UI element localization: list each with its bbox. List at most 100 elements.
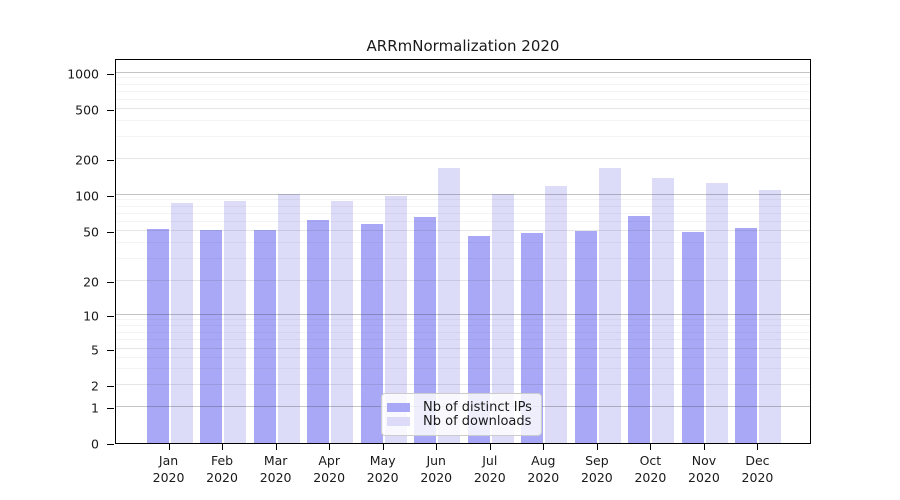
bar-distinct-ips [521,233,544,443]
gridline [116,280,810,281]
bar-distinct-ips [253,230,276,443]
x-tick-label: Nov 2020 [688,453,720,485]
x-tick-mark [543,444,545,450]
y-tick-mark [107,109,114,111]
gridline [116,368,810,370]
y-tick-mark [107,315,114,317]
plot-area: Nb of distinct IPs Nb of downloads [115,59,811,444]
gridline [116,384,810,385]
gridline [116,230,810,231]
y-tick-label: 1000 [67,66,99,82]
gridline [116,319,810,321]
legend-item-distinct-ips: Nb of distinct IPs [387,400,532,415]
x-tick-mark [703,444,705,450]
gridline [116,72,810,73]
x-tick-mark [275,444,277,450]
y-tick-mark [107,73,114,75]
bar-distinct-ips [146,229,169,443]
y-tick-mark [107,385,114,387]
x-tick-label: Aug 2020 [527,453,560,485]
gridline [116,220,810,222]
gridline [116,158,810,159]
y-tick-label: 200 [75,152,99,168]
y-tick-mark [107,281,114,283]
gridline [116,194,810,195]
y-tick-label: 2 [91,378,99,394]
x-tick-mark [329,444,331,450]
bar-downloads [170,203,193,443]
bar-downloads [491,193,514,443]
x-tick-mark [489,444,491,450]
legend-label: Nb of downloads [423,414,532,430]
x-tick-label: Jun 2020 [420,453,453,485]
y-tick-label: 5 [91,342,99,358]
legend-label: Nb of distinct IPs [423,399,532,415]
x-tick-label: Mar 2020 [259,453,292,485]
x-tick-label: Dec 2020 [741,453,774,485]
bar-distinct-ips [307,219,330,443]
bar-downloads [545,186,568,443]
x-tick-label: Oct 2020 [634,453,667,485]
legend: Nb of distinct IPs Nb of downloads [381,393,542,436]
x-tick-mark [650,444,652,450]
bar-distinct-ips [200,230,223,443]
bar-downloads [384,195,407,443]
gridline [116,83,810,85]
y-tick-label: 500 [75,102,99,118]
y-tick-mark [107,349,114,351]
gridline [116,90,810,92]
gridline [116,212,810,214]
bar-distinct-ips [360,224,383,443]
gridline [116,242,810,244]
x-tick-label: Jan 2020 [152,453,185,485]
y-tick-mark [107,231,114,233]
x-tick-label: Jul 2020 [473,453,506,485]
bar-distinct-ips [467,235,490,443]
y-tick-mark [107,407,114,409]
y-tick-label: 1 [91,400,99,416]
x-tick-mark [222,444,224,450]
x-tick-mark [757,444,759,450]
gridline [116,324,810,326]
gridline [116,108,810,109]
bar-distinct-ips [628,215,651,443]
y-tick-mark [107,159,114,161]
bar-downloads [438,168,461,443]
x-tick-mark [382,444,384,450]
gridline [116,77,810,79]
chart-title: ARRmNormalization 2020 [366,37,560,55]
legend-swatch-distinct-ips-icon [387,402,410,412]
legend-swatch-downloads-icon [387,417,410,427]
gridline [116,199,810,201]
gridline [116,135,810,137]
y-tick-mark [107,195,114,197]
bar-downloads [652,178,675,443]
bar-distinct-ips [735,228,758,443]
y-tick-label: 10 [83,308,99,324]
x-tick-mark [168,444,170,450]
x-tick-mark [436,444,438,450]
bar-distinct-ips [574,231,597,443]
y-tick-label: 100 [75,188,99,204]
x-tick-label: May 2020 [366,453,399,485]
gridline [116,120,810,122]
gridline [116,98,810,100]
y-tick-mark [107,443,114,445]
bar-downloads [224,201,247,443]
gridline [116,348,810,349]
gridline [116,205,810,207]
y-tick-label: 0 [91,436,99,452]
x-tick-label: Sep 2020 [580,453,613,485]
bar-downloads [705,182,728,443]
x-tick-label: Apr 2020 [313,453,346,485]
bar-distinct-ips [681,232,704,443]
x-tick-mark [596,444,598,450]
x-tick-label: Feb 2020 [206,453,238,485]
legend-item-downloads: Nb of downloads [387,414,532,430]
gridline [116,257,810,259]
y-tick-label: 50 [83,224,99,240]
bar-downloads [277,194,300,443]
bar-downloads [598,168,621,443]
bar-downloads [331,200,354,443]
